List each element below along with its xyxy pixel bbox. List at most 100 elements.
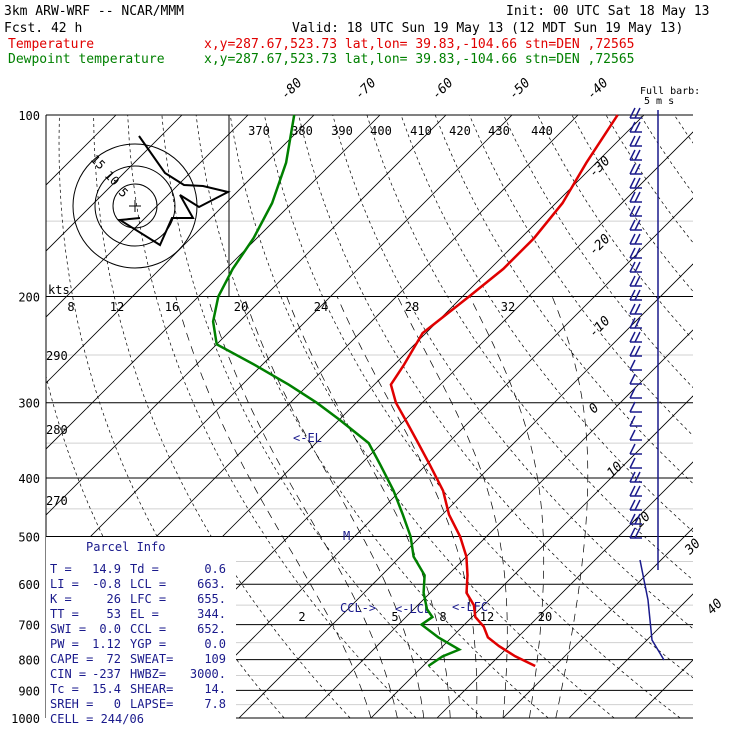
hodograph-trace xyxy=(116,135,231,247)
moist-adiabat-line xyxy=(397,296,508,718)
parcel-info-cell: Tc = xyxy=(50,682,79,696)
wind-barb-flag xyxy=(634,205,641,217)
temperature-info: x,y=287.67,523.73 lat,lon= 39.83,-104.66… xyxy=(204,37,634,52)
parcel-info-cell: CCL = xyxy=(130,622,166,636)
profiles xyxy=(211,114,619,668)
isotherm-line xyxy=(436,461,693,718)
theta-tick-label: 410 xyxy=(410,124,432,138)
wind-barb-flag xyxy=(634,527,641,539)
mixing-ratio-low-label: 2 xyxy=(298,610,305,624)
isotherm-line xyxy=(46,115,249,318)
dry-adiabat-line xyxy=(195,115,549,718)
wind-barb-flag xyxy=(629,135,636,147)
wind-barb-flag xyxy=(629,331,636,343)
hodograph-ring-label: 15 xyxy=(88,152,108,172)
wind-barb-flag xyxy=(629,317,636,329)
isotherm-line xyxy=(701,115,740,718)
dry-adiabat-line xyxy=(639,115,693,194)
isotherm-line xyxy=(46,115,183,252)
parcel-info-title: Parcel Info xyxy=(86,540,165,554)
mixing-ratio-low-label: 20 xyxy=(538,610,552,624)
mixing-ratio-tick-label: 24 xyxy=(314,300,328,314)
parcel-info-cell: CIN = xyxy=(50,667,86,681)
parcel-info-cell: 3000. xyxy=(190,667,226,681)
wind-barb-flag xyxy=(634,289,641,301)
wind-barb-flag xyxy=(629,457,636,469)
pressure-tick-label: 700 xyxy=(18,619,40,633)
wind-barb-flag xyxy=(634,499,641,511)
moist-adiabat-line xyxy=(336,296,478,718)
wind-barb-flag xyxy=(629,527,636,539)
hodograph-ring-label: 5 xyxy=(116,185,131,200)
isotherm-line xyxy=(46,115,381,450)
isotherm-tick-label: 30 xyxy=(682,536,705,559)
isotherm-tick-label: 20 xyxy=(632,509,654,531)
parcel-info-cell: 72 xyxy=(107,652,121,666)
parcel-info-cell: -0.8 xyxy=(92,577,121,591)
wind-barb-flag xyxy=(629,275,636,287)
parcel-info-cell: 344. xyxy=(197,607,226,621)
barb-legend-label: Full barb: xyxy=(640,86,700,97)
parcel-info-cell: Td = xyxy=(130,562,159,576)
isotherm-tick-label: -80 xyxy=(278,75,305,102)
hodograph-ring xyxy=(94,165,176,247)
wind-barb-flag xyxy=(629,191,636,203)
parcel-level-marker: <-EL xyxy=(293,431,322,445)
parcel-info-cell: SWEAT= xyxy=(130,652,173,666)
hodograph-ring xyxy=(112,183,158,229)
pressure-tick-label: 800 xyxy=(18,654,40,668)
parcel-info-cell: 655. xyxy=(197,592,226,606)
parcel-info-cell: CAPE = xyxy=(50,652,93,666)
parcel-info-cell: SWI = xyxy=(50,622,86,636)
parcel-info-cell: 0 xyxy=(114,697,121,711)
valid-time: Valid: 18 UTC Sun 19 May 13 (12 MDT Sun … xyxy=(292,21,683,36)
parcel-info-cell: LI = xyxy=(50,577,79,591)
forecast-hour: Fcst. 42 h xyxy=(4,21,82,36)
isotherm-tick-label: -10 xyxy=(586,313,613,340)
parcel-level-marker: CCL-> xyxy=(340,601,376,615)
wind-barb-flag xyxy=(629,513,636,525)
moist-adiabat-line xyxy=(551,296,589,718)
parcel-info-cell: SHEAR= xyxy=(130,682,173,696)
isotherm-line xyxy=(46,115,315,384)
isotherm-line xyxy=(304,329,693,718)
dry-adiabat-line xyxy=(503,115,693,389)
wind-barb-flag xyxy=(629,163,636,175)
isotherm-tick-label: -50 xyxy=(506,75,533,102)
parcel-level-marker: M xyxy=(343,529,350,543)
parcel-info-cell: YGP = xyxy=(130,637,166,651)
wind-barb-flag xyxy=(634,233,641,245)
pressure-tick-label: 200 xyxy=(18,291,40,305)
parcel-info-cell: CELL = 244/06 xyxy=(50,712,144,726)
wind-barb-flag xyxy=(634,247,641,259)
mixing-ratio-low-label: 5 xyxy=(391,610,398,624)
dry-adiabat-line xyxy=(469,115,693,437)
mixing-ratio-low-label: 12 xyxy=(480,610,494,624)
temperature-label: Temperature xyxy=(8,37,94,52)
pressure-tick-label: 400 xyxy=(18,472,40,486)
pressure-tick-label: 100 xyxy=(18,109,40,123)
wind-barb-flag xyxy=(629,471,636,483)
wind-barb-flag xyxy=(629,373,636,385)
wind-barb-flag xyxy=(634,219,641,231)
parcel-info-cell: T = xyxy=(50,562,72,576)
parcel-info-cell: LFC = xyxy=(130,592,166,606)
wind-barb-flag xyxy=(629,303,636,315)
hodograph-unit-label: kts xyxy=(48,283,70,297)
dry-adiabat-line xyxy=(161,115,483,718)
parcel-info-cell: 53 xyxy=(107,607,121,621)
parcel-info-cell: -237 xyxy=(92,667,121,681)
wind-barb-flag xyxy=(634,485,641,497)
wind-barb-flag xyxy=(629,359,636,371)
parcel-info-cell: 26 xyxy=(107,592,121,606)
theta-tick-label: 400 xyxy=(370,124,392,138)
theta-tick-label: 420 xyxy=(449,124,471,138)
isotherm-tick-label: -40 xyxy=(584,75,611,102)
wind-barb-flag xyxy=(629,499,636,511)
wind-barb-flag xyxy=(634,303,641,315)
isotherm-line xyxy=(238,263,693,718)
model-title: 3km ARW-WRF -- NCAR/MMM xyxy=(4,4,184,19)
wind-barb-flag xyxy=(629,149,636,161)
